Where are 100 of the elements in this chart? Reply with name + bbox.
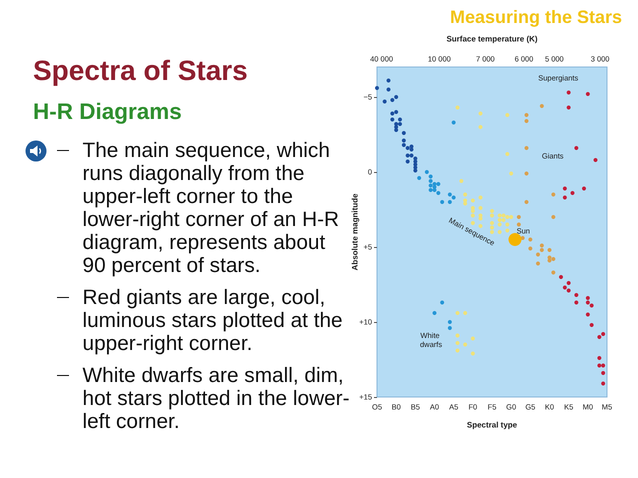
point bbox=[402, 143, 406, 147]
point bbox=[417, 176, 422, 180]
point bbox=[463, 192, 468, 196]
point bbox=[536, 262, 540, 266]
point bbox=[524, 119, 528, 123]
point bbox=[505, 152, 510, 156]
point bbox=[516, 222, 521, 226]
point bbox=[424, 170, 429, 174]
point bbox=[594, 158, 598, 162]
point bbox=[524, 146, 528, 150]
point bbox=[456, 334, 460, 338]
point bbox=[540, 248, 544, 252]
point bbox=[440, 200, 444, 204]
text: Measuring the Stars bbox=[450, 7, 622, 28]
point bbox=[597, 364, 602, 368]
point bbox=[551, 257, 556, 261]
point bbox=[566, 90, 571, 94]
point bbox=[394, 128, 398, 132]
point bbox=[582, 186, 586, 190]
point bbox=[505, 113, 510, 117]
point bbox=[548, 258, 552, 262]
point bbox=[502, 218, 506, 222]
point bbox=[406, 160, 410, 164]
point bbox=[570, 191, 574, 195]
point bbox=[490, 214, 494, 218]
point bbox=[428, 184, 433, 188]
point bbox=[524, 200, 528, 204]
point bbox=[559, 275, 563, 279]
point bbox=[478, 206, 482, 210]
point bbox=[509, 215, 514, 219]
point bbox=[551, 192, 556, 196]
point bbox=[432, 188, 436, 192]
x-axis-title: Spectral type bbox=[466, 420, 518, 430]
point bbox=[516, 215, 521, 219]
text: H-R Diagrams bbox=[33, 99, 182, 125]
point bbox=[428, 179, 433, 183]
point bbox=[540, 104, 544, 108]
point bbox=[394, 95, 398, 99]
point bbox=[562, 186, 567, 190]
point bbox=[574, 300, 578, 304]
point bbox=[586, 300, 590, 304]
point bbox=[402, 131, 406, 135]
point bbox=[590, 304, 594, 308]
point bbox=[390, 112, 394, 116]
point bbox=[440, 300, 444, 304]
point bbox=[601, 332, 606, 336]
text: The main sequence, which runs diagonally from the upper-left corner to the lower-right corner of an H-R diagram, represents about 90 percent of stars. bbox=[82, 138, 340, 276]
point bbox=[498, 214, 502, 218]
point bbox=[448, 326, 452, 330]
point bbox=[375, 86, 379, 90]
point bbox=[528, 246, 532, 250]
point bbox=[524, 113, 528, 117]
point bbox=[574, 146, 578, 150]
point bbox=[566, 106, 571, 110]
point bbox=[548, 248, 552, 252]
text: Spectra of Stars bbox=[33, 55, 248, 87]
point bbox=[509, 172, 514, 176]
point bbox=[470, 336, 475, 340]
point bbox=[478, 125, 482, 129]
point bbox=[402, 138, 406, 142]
point bbox=[601, 371, 606, 375]
point bbox=[463, 342, 468, 346]
point bbox=[456, 348, 460, 352]
point bbox=[456, 311, 460, 315]
point bbox=[390, 118, 394, 122]
text: Red giants are large, cool, luminous stars plotted at the upper-right corner. bbox=[82, 286, 344, 354]
point bbox=[478, 216, 482, 220]
point bbox=[456, 106, 460, 110]
point bbox=[505, 222, 510, 226]
point bbox=[452, 120, 456, 124]
point bbox=[540, 244, 544, 248]
point bbox=[505, 215, 510, 219]
point bbox=[562, 286, 567, 290]
point bbox=[428, 174, 433, 178]
point bbox=[452, 196, 456, 200]
point bbox=[406, 154, 410, 158]
point bbox=[574, 293, 578, 297]
point bbox=[601, 382, 606, 386]
point bbox=[398, 118, 402, 122]
point bbox=[428, 188, 433, 192]
point bbox=[463, 311, 468, 315]
point bbox=[478, 112, 482, 116]
point bbox=[586, 312, 590, 316]
point bbox=[398, 122, 402, 126]
point bbox=[432, 311, 436, 315]
point bbox=[551, 215, 556, 219]
point bbox=[436, 191, 440, 195]
point bbox=[524, 172, 528, 176]
point bbox=[394, 110, 398, 114]
point bbox=[498, 230, 502, 234]
point bbox=[490, 221, 494, 225]
point bbox=[528, 238, 532, 242]
point bbox=[597, 356, 602, 360]
point bbox=[586, 296, 590, 300]
point bbox=[448, 192, 452, 196]
point bbox=[590, 323, 594, 327]
point bbox=[502, 214, 506, 218]
point bbox=[436, 182, 440, 186]
point bbox=[413, 168, 418, 172]
point bbox=[490, 209, 494, 213]
